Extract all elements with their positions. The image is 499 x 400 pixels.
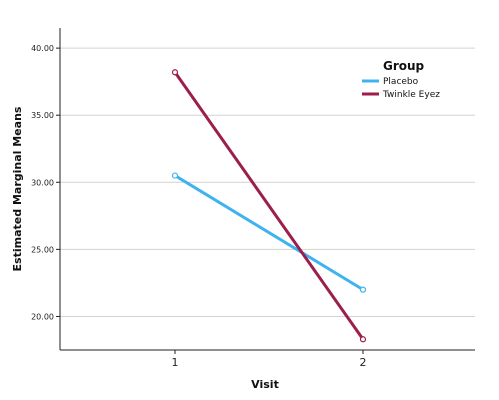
axes [59,28,475,351]
data-point [171,172,179,179]
y-tick-label: 30.00 [31,178,54,187]
x-tick-label: 1 [172,356,179,369]
grid-lines [60,47,475,317]
legend-label: Placebo [383,77,419,87]
legend: Group Placebo Twinkle Eyez [362,59,440,100]
series-line-1 [174,174,364,291]
series-line-2 [173,71,365,341]
y-axis-title: Estimated Marginal Means [11,106,24,271]
data-point [359,286,367,293]
y-tick-label: 25.00 [31,245,54,254]
legend-title: Group [383,59,425,73]
x-tick-label: 2 [360,356,367,369]
y-tick-label: 40.00 [31,44,54,53]
y-tick-labels: 20.00 25.00 30.00 35.00 40.00 [31,44,60,321]
y-tick-label: 20.00 [31,312,54,321]
series [171,69,367,343]
x-axis-title: Visit [251,378,279,391]
data-point [359,336,367,343]
data-point [171,69,179,76]
legend-label: Twinkle Eyez [382,90,440,100]
y-tick-label: 35.00 [31,111,54,120]
